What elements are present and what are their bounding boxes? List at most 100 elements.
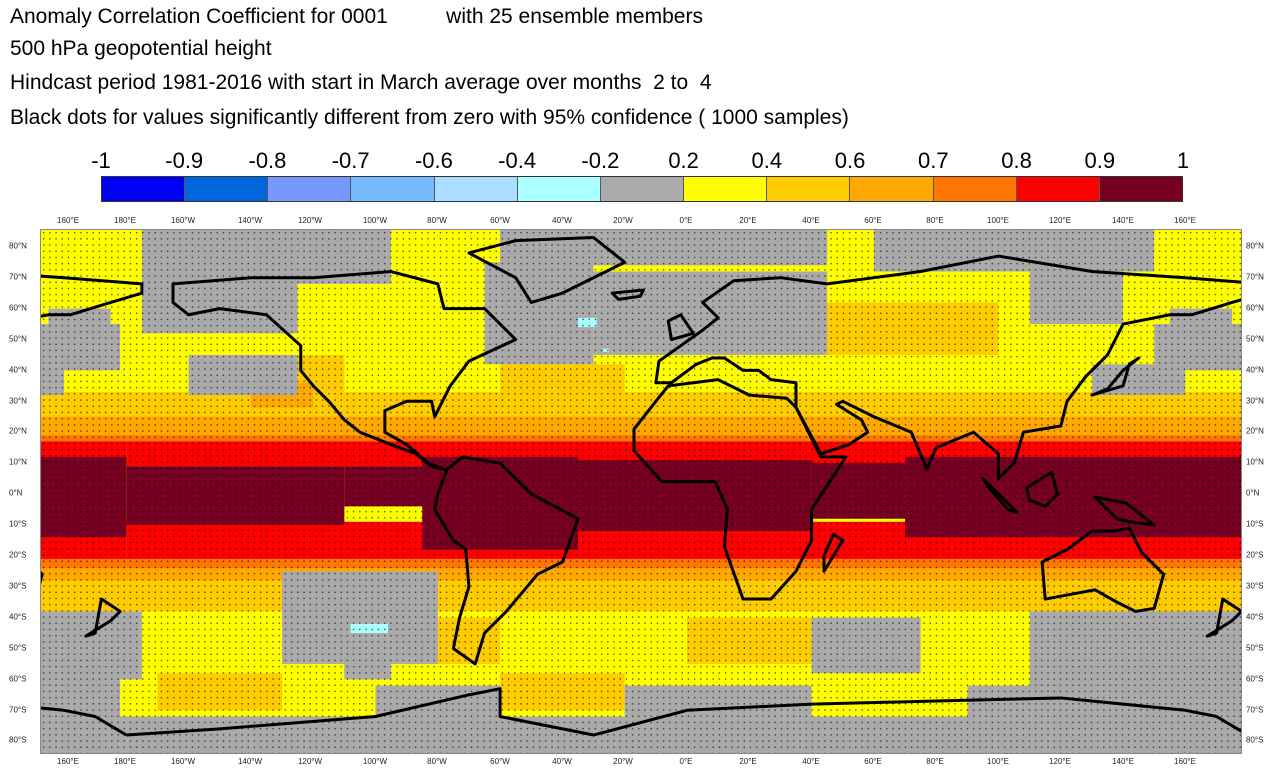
longitude-label: 80°W [427, 757, 447, 766]
colorbar-label: -0.6 [414, 148, 453, 173]
colorbar-box [850, 177, 934, 201]
colorbar-label: 0.9 [1084, 148, 1116, 173]
coastline [1093, 495, 1156, 527]
latitude-label: 80°N [1246, 241, 1264, 251]
colorbar-label: -0.8 [248, 148, 287, 173]
colorbar-box [268, 177, 352, 201]
latitude-label: 30°S [9, 581, 27, 591]
latitude-label: 70°S [1246, 705, 1264, 714]
longitude-label: 160°E [1174, 757, 1196, 766]
latitude-label: 60°S [9, 674, 27, 684]
colorbar-box [517, 177, 601, 201]
coastline [467, 236, 627, 304]
coastline [84, 597, 122, 638]
coastline [610, 288, 645, 301]
latitude-label: 0°N [1246, 488, 1260, 498]
longitude-label: 40°W [552, 216, 572, 225]
latitude-label: 80°S [1246, 735, 1264, 745]
latitude-label: 0°N [9, 488, 23, 498]
longitude-label: 80°W [427, 216, 447, 225]
title-line-1: Anomaly Correlation Coefficient for 0001… [10, 5, 703, 28]
latitude-label: 70°S [9, 705, 27, 714]
latitude-label: 50°S [1246, 643, 1264, 653]
latitude-label: 10°S [9, 519, 27, 529]
longitude-label: 100°W [362, 757, 388, 766]
longitude-label: 40°E [802, 757, 820, 766]
colorbar-label: -0.9 [165, 148, 204, 173]
latitude-label: 40°S [9, 612, 27, 622]
colorbar-label: -1 [91, 148, 111, 173]
longitude-label: 40°E [802, 216, 820, 225]
longitude-label: 160°W [170, 216, 196, 225]
colorbar-box [434, 177, 518, 201]
title-line-3: Hindcast period 1981-2016 with start in … [10, 71, 712, 94]
longitude-label: 60°E [864, 757, 882, 766]
longitude-label: 20°E [739, 757, 757, 766]
colorbar-box [933, 177, 1017, 201]
coastline [433, 455, 580, 666]
latitude-label: 50°S [9, 643, 27, 653]
coastline [1090, 356, 1141, 397]
coastline [1040, 526, 1166, 613]
colorbar-box [185, 177, 269, 201]
colorbar-label: 0.7 [918, 148, 949, 173]
longitude-label: 20°W [613, 757, 633, 766]
colorbar-box [684, 177, 768, 201]
longitude-label: 140°W [237, 216, 263, 225]
latitude-label: 60°S [1246, 674, 1264, 684]
longitude-label: 0°E [679, 757, 693, 766]
title-line-4: Black dots for values significantly diff… [10, 106, 849, 129]
latitude-label: 50°N [9, 334, 27, 344]
latitude-label: 50°N [1246, 334, 1264, 344]
antarctica-coastline [41, 706, 128, 737]
coastline [654, 254, 1241, 481]
latitude-label: 20°N [1246, 426, 1264, 436]
longitude-label: 80°E [926, 757, 944, 766]
significance-dots [41, 230, 1241, 753]
longitude-label: 20°E [739, 216, 757, 225]
colorbar-label: -0.2 [581, 148, 620, 173]
latitude-label: 40°N [1246, 365, 1264, 375]
colorbar-box [1016, 177, 1100, 201]
longitude-label: 140°E [1112, 216, 1134, 225]
latitude-label: 80°S [9, 735, 27, 745]
longitude-label: 140°E [1112, 757, 1134, 766]
coastlines [41, 236, 1241, 737]
latitude-label: 40°S [1246, 612, 1264, 622]
latitude-label: 10°S [1246, 519, 1264, 529]
longitude-label: 160°E [1174, 216, 1196, 225]
latitude-label: 20°N [9, 426, 27, 436]
colorbar-label: 0.4 [751, 148, 783, 173]
longitude-label: 80°E [926, 216, 944, 225]
longitude-label: 120°W [297, 757, 323, 766]
longitude-label: 160°E [57, 757, 79, 766]
longitude-label: 60°W [490, 757, 510, 766]
coastline [171, 270, 518, 471]
acc-map [40, 229, 1242, 754]
colorbar-label: 0.8 [1001, 148, 1032, 173]
latitude-label: 30°S [1246, 581, 1264, 591]
colorbar-label: -0.7 [331, 148, 370, 173]
longitude-label: 160°E [57, 216, 79, 225]
coastline [981, 477, 1019, 515]
colorbar-label: 1 [1176, 148, 1190, 173]
longitude-label: 20°W [613, 216, 633, 225]
coastline [1025, 470, 1060, 508]
longitude-label: 60°W [490, 216, 510, 225]
longitude-label: 0°E [679, 216, 693, 225]
latitude-label: 70°N [9, 272, 27, 282]
latitude-label: 80°N [9, 241, 27, 251]
coastline [666, 313, 695, 341]
longitude-label: 100°W [362, 216, 388, 225]
longitude-label: 100°E [987, 757, 1009, 766]
latitude-label: 70°N [1246, 272, 1264, 282]
latitude-label: 20°S [9, 550, 27, 560]
longitude-label: 100°E [987, 216, 1009, 225]
latitude-label: 20°S [1246, 550, 1264, 560]
colorbar-box [767, 177, 851, 201]
colorbar-box [351, 177, 435, 201]
colorbar-label: 0.2 [668, 148, 699, 173]
longitude-label: 140°W [237, 757, 263, 766]
longitude-label: 120°W [297, 216, 323, 225]
longitude-label: 120°E [1049, 216, 1071, 225]
